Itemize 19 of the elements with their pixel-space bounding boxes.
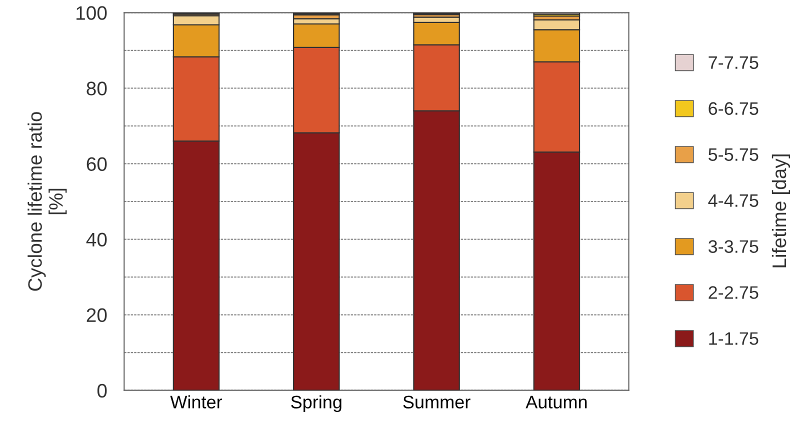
y-tick-label: 60 bbox=[86, 157, 107, 171]
y-tick-label: 100 bbox=[76, 6, 107, 20]
y-tick-label: 40 bbox=[86, 232, 107, 247]
y-axis-title: Cyclone lifetime ratio [%] bbox=[28, 112, 67, 291]
legend-label: 6-6.75 bbox=[708, 102, 758, 115]
legend-label: 7-7.75 bbox=[708, 56, 758, 69]
x-tick-label: Summer bbox=[403, 396, 470, 408]
y-tick-label: 0 bbox=[97, 384, 107, 398]
legend-label: 5-5.75 bbox=[708, 148, 758, 161]
legend-label: 1-1.75 bbox=[709, 332, 758, 345]
legend-label: 3-3.75 bbox=[708, 240, 758, 253]
y-tick-label: 20 bbox=[86, 308, 107, 322]
x-tick-label: Spring bbox=[291, 395, 342, 412]
x-tick-label: Autumn bbox=[526, 396, 587, 408]
legend-label: 2-2.75 bbox=[708, 286, 758, 299]
legend-title: Lifetime [day] bbox=[772, 154, 790, 268]
legend-label: 4-4.75 bbox=[708, 194, 758, 207]
y-tick-label: 80 bbox=[86, 82, 107, 96]
x-tick-label: Winter bbox=[170, 395, 222, 408]
